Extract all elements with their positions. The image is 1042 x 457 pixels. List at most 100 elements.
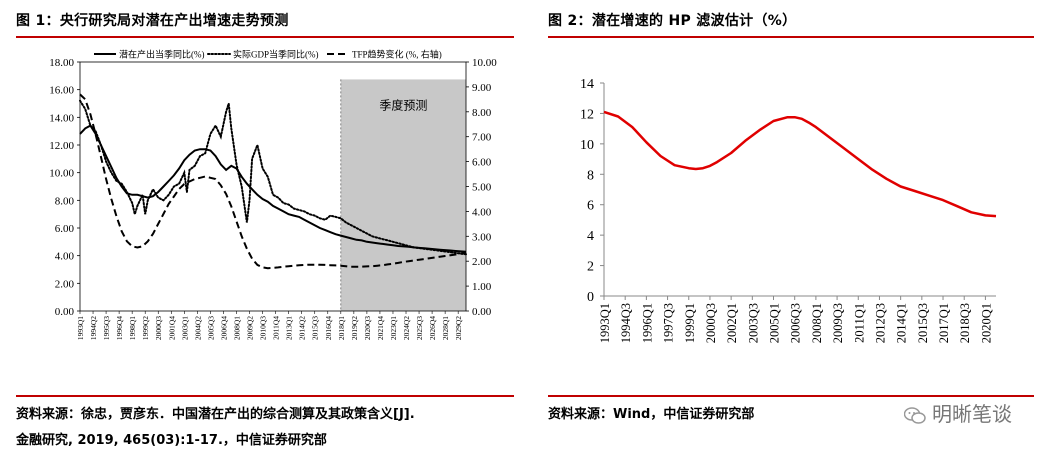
x-tick-label: 2020Q1 <box>979 303 993 343</box>
x-tick-label: 2020Q3 <box>363 316 372 340</box>
x-tick-label: 2016Q4 <box>324 316 333 340</box>
x-tick-label: 1993Q1 <box>76 316 85 340</box>
figure-1-source-line-2: 金融研究, 2019, 465(03):1-17.，中信证券研究部 <box>16 433 327 448</box>
y-right-tick-label: 9.00 <box>472 82 492 94</box>
y-right-tick-label: 4.00 <box>472 206 492 218</box>
x-tick-label: 2028Q1 <box>441 316 450 340</box>
x-tick-label: 2008Q1 <box>232 316 241 340</box>
x-tick-label: 2009Q3 <box>831 303 845 343</box>
y-left-tick-label: 12.00 <box>49 140 74 152</box>
x-tick-label: 1996Q4 <box>115 316 124 340</box>
y-right-tick-label: 7.00 <box>472 132 492 144</box>
figure-2-title: 图 2：潜在增速的 HP 滤波估计（%） <box>548 13 797 29</box>
x-tick-label: 2017Q1 <box>937 303 951 343</box>
x-tick-label: 2000Q3 <box>704 303 718 343</box>
figure-1-source: 资料来源：徐忠，贾彦东．中国潜在产出的综合测算及其政策含义[J]. 金融研究, … <box>16 402 415 454</box>
y-tick-label: 12 <box>580 107 594 122</box>
chart-2: 0 2 4 6 8 10 12 14 1993Q1 1994Q3 1996Q1 1997Q3 1999Q… <box>580 77 997 343</box>
x-tick-label: 2026Q4 <box>428 316 437 340</box>
x-tick-label: 2005Q1 <box>768 303 782 343</box>
x-tick-label: 1996Q1 <box>640 303 654 343</box>
x-tick-label: 2018Q3 <box>958 303 972 343</box>
x-tick-label: 2006Q3 <box>789 303 803 343</box>
y-right-tick-label: 1.00 <box>472 281 492 293</box>
y-left-tick-label: 0.00 <box>55 306 75 318</box>
legend-label-1: 潜在产出当季同比(%) <box>119 49 205 60</box>
x-tick-label: 2029Q2 <box>454 316 463 340</box>
y-tick-label: 8 <box>587 168 594 183</box>
figure-1-bottom-rule <box>16 395 514 397</box>
x-tick-label: 2011Q4 <box>272 316 281 340</box>
chart-1: 季度预测 0.00 2.00 4.00 6.00 8.00 10.00 12.00 14.00 1… <box>49 49 497 341</box>
series-line-2 <box>79 99 467 256</box>
figure-1-panel: 图 1：央行研究局对潜在产出增速走势预测 季度预测 0.00 2.00 4.00 6.0… <box>8 0 514 457</box>
x-tick-label: 2000Q3 <box>154 316 163 340</box>
y-tick-label: 2 <box>587 260 594 275</box>
x-tick-label: 2024Q2 <box>402 316 411 340</box>
y-right-tick-label: 5.00 <box>472 182 492 194</box>
x-tick-label: 1993Q1 <box>598 303 612 343</box>
watermark-text: 明晰笔谈 <box>932 402 1012 426</box>
hp-series-line <box>603 110 997 218</box>
series-line-1 <box>79 124 467 253</box>
forecast-annotation: 季度预测 <box>379 97 427 112</box>
watermark: 明晰笔谈 <box>904 398 1012 427</box>
x-tick-label: 2021Q4 <box>376 316 385 340</box>
y-right-tick-label: 0.00 <box>472 306 492 318</box>
y-right-tick-label: 8.00 <box>472 107 492 119</box>
y-tick-label: 14 <box>580 77 594 92</box>
x-tick-label: 2018Q1 <box>337 316 346 340</box>
y-left-tick-label: 18.00 <box>49 57 74 69</box>
y-left-tick-label: 4.00 <box>55 251 75 263</box>
y-tick-label: 0 <box>587 290 594 305</box>
x-tick-label: 1999Q1 <box>683 303 697 343</box>
y-tick-label: 10 <box>580 138 594 153</box>
x-tick-label: 2006Q4 <box>219 316 228 340</box>
x-tick-label: 1994Q2 <box>89 316 98 340</box>
x-tick-label: 1998Q1 <box>128 316 137 340</box>
chart-1-axes: 季度预测 0.00 2.00 4.00 6.00 8.00 10.00 12.00 14.00 1… <box>49 57 497 340</box>
x-tick-label: 2012Q3 <box>873 303 887 343</box>
figure-2-source: 资料来源：Wind，中信证券研究部 <box>548 407 755 422</box>
chart-2-axes: 0 2 4 6 8 10 12 14 1993Q1 1994Q3 1996Q1 1997Q3 1999Q… <box>580 77 996 343</box>
y-right-tick-label: 6.00 <box>472 157 492 169</box>
x-tick-label: 2014Q2 <box>298 316 307 340</box>
y-left-tick-label: 16.00 <box>49 85 74 97</box>
y-right-tick-label: 10.00 <box>472 57 497 69</box>
y-tick-label: 4 <box>587 229 594 244</box>
y-left-tick-label: 6.00 <box>55 223 75 235</box>
x-tick-label: 2015Q3 <box>916 303 930 343</box>
y-left-tick-label: 2.00 <box>55 278 75 290</box>
x-tick-label: 2003Q3 <box>746 303 760 343</box>
chart-2-marks <box>603 110 997 218</box>
figure-1-source-line-1: 资料来源：徐忠，贾彦东．中国潜在产出的综合测算及其政策含义[J]. <box>16 407 415 422</box>
forecast-region <box>340 79 466 312</box>
x-tick-label: 2002Q1 <box>725 303 739 343</box>
x-tick-label: 2005Q3 <box>206 316 215 340</box>
figure-2-top-rule <box>548 36 1034 38</box>
x-tick-label: 2009Q2 <box>246 316 255 340</box>
x-tick-label: 2010Q3 <box>259 316 268 340</box>
x-tick-label: 2015Q3 <box>311 316 320 340</box>
y-left-tick-label: 8.00 <box>55 195 75 207</box>
x-tick-label: 1997Q3 <box>662 303 676 343</box>
x-tick-label: 2008Q1 <box>810 303 824 343</box>
y-left-tick-label: 14.00 <box>49 112 74 124</box>
y-right-tick-label: 2.00 <box>472 256 492 268</box>
x-tick-label: 1999Q2 <box>141 316 150 340</box>
series-line-3 <box>79 93 467 270</box>
x-tick-label: 2003Q1 <box>180 316 189 340</box>
chart-1-marks <box>79 93 467 270</box>
x-tick-label: 2014Q1 <box>895 303 909 343</box>
legend-label-3: TFP趋势变化 (%, 右轴) <box>352 49 442 60</box>
y-tick-label: 6 <box>587 199 594 214</box>
x-tick-label: 2011Q1 <box>852 303 866 343</box>
y-right-tick-label: 3.00 <box>472 231 492 243</box>
legend-label-2: 实际GDP当季同比(%) <box>233 49 319 60</box>
x-tick-label: 2013Q1 <box>285 316 294 340</box>
x-tick-label: 2023Q1 <box>389 316 398 340</box>
x-tick-label: 2004Q2 <box>193 316 202 340</box>
x-tick-label: 1994Q3 <box>619 303 633 343</box>
x-tick-label: 2025Q3 <box>415 316 424 340</box>
figure-1-top-rule <box>16 36 514 38</box>
